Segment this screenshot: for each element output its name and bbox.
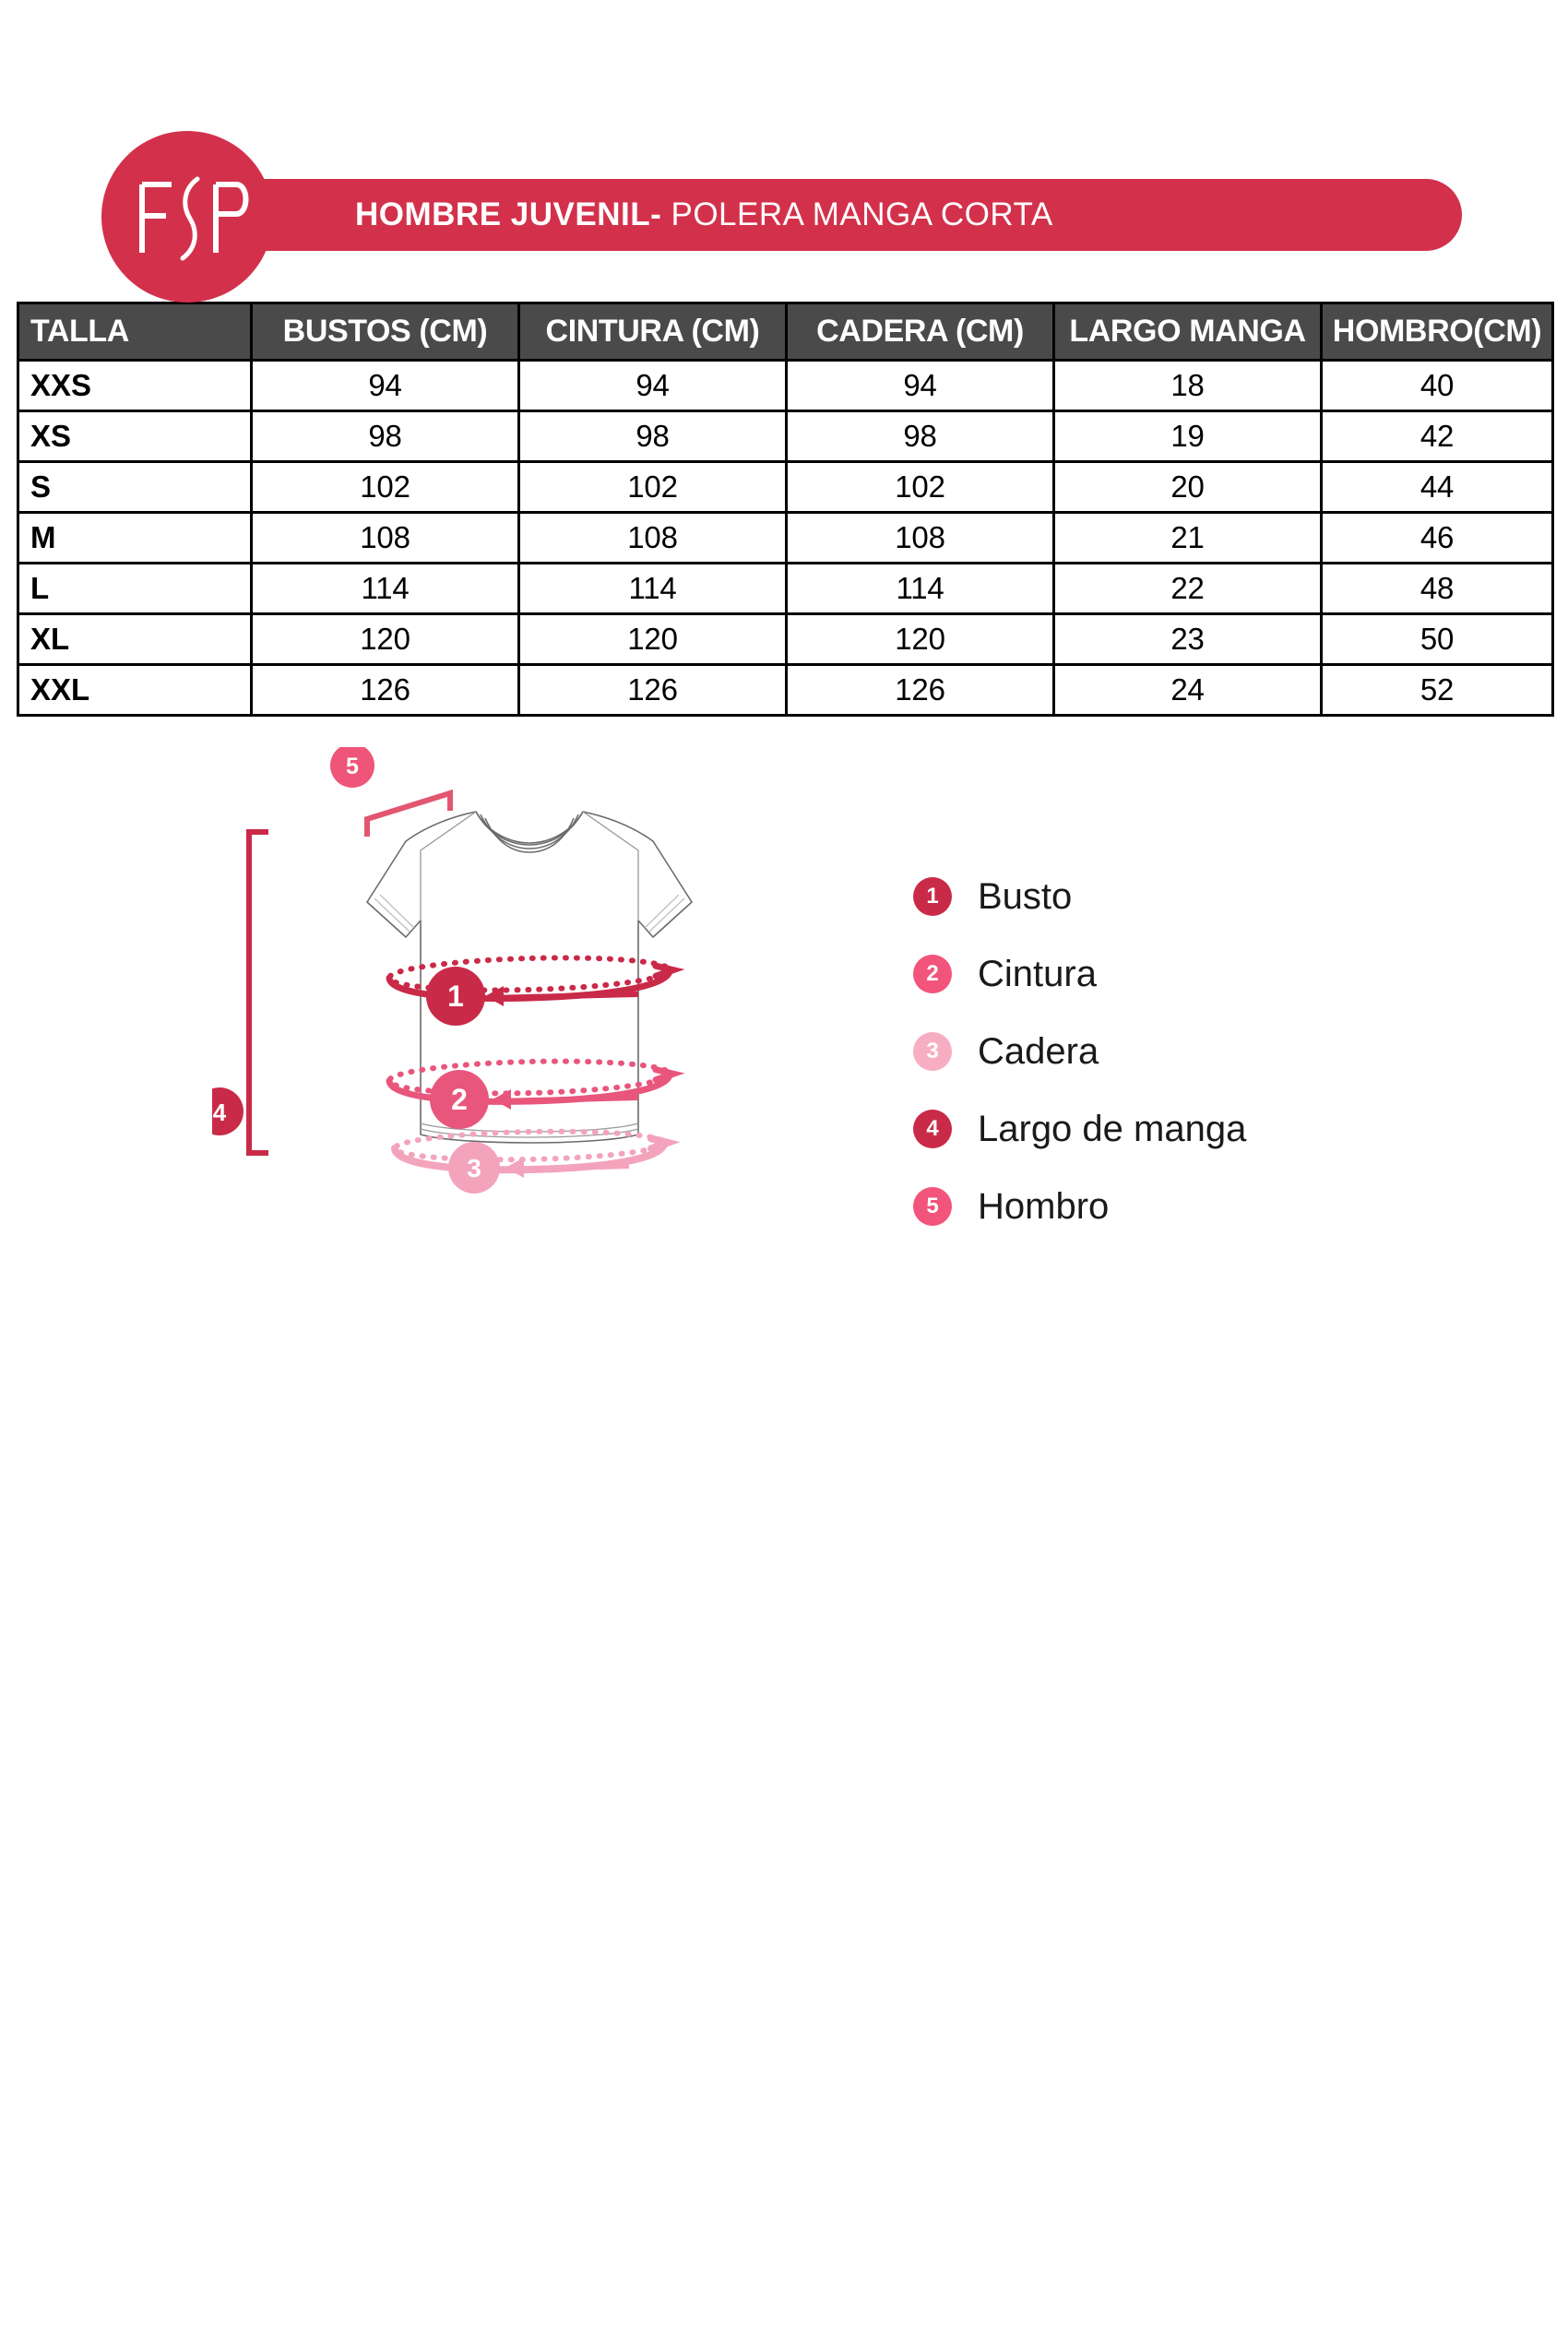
marker-1-label: 1	[447, 980, 464, 1013]
cell-bustos: 102	[250, 460, 520, 514]
legend-item-cintura: 2 Cintura	[913, 935, 1467, 1013]
cell-manga: 22	[1052, 562, 1323, 615]
table-header-row: TALLA BUSTOS (CM) CINTURA (CM) CADERA (C…	[17, 302, 1554, 362]
cell-cadera: 98	[785, 410, 1055, 463]
cell-bustos: 114	[250, 562, 520, 615]
column-header-cintura: CINTURA (CM)	[517, 302, 788, 362]
cell-talla: XL	[17, 612, 253, 666]
cell-talla: M	[17, 511, 253, 564]
cell-bustos: 98	[250, 410, 520, 463]
legend-badge-1: 1	[913, 877, 952, 916]
cell-talla: L	[17, 562, 253, 615]
legend-item-hombro: 5 Hombro	[913, 1168, 1467, 1245]
table-row: XXL 126 126 126 24 52	[17, 663, 1554, 717]
cell-cadera: 108	[785, 511, 1055, 564]
tshirt-measurement-diagram: 5 4 1 2 3	[212, 747, 802, 1264]
legend-item-cadera: 3 Cadera	[913, 1013, 1467, 1090]
cell-cadera: 102	[785, 460, 1055, 514]
column-header-talla: TALLA	[17, 302, 253, 362]
table-row: XL 120 120 120 23 50	[17, 612, 1554, 666]
cell-hombro: 42	[1320, 410, 1554, 463]
fsp-logo-icon	[139, 176, 249, 261]
cell-hombro: 52	[1320, 663, 1554, 717]
legend-badge-2: 2	[913, 955, 952, 993]
table-row: XS 98 98 98 19 42	[17, 410, 1554, 463]
cell-bustos: 126	[250, 663, 520, 717]
legend-label-3: Cadera	[978, 1030, 1099, 1072]
cell-cadera: 114	[785, 562, 1055, 615]
cell-hombro: 40	[1320, 359, 1554, 412]
cell-cadera: 120	[785, 612, 1055, 666]
marker-3-circle	[448, 1142, 500, 1194]
cell-talla: XS	[17, 410, 253, 463]
column-header-bustos: BUSTOS (CM)	[250, 302, 520, 362]
legend-label-4: Largo de manga	[978, 1108, 1247, 1149]
cell-manga: 24	[1052, 663, 1323, 717]
legend-item-busto: 1 Busto	[913, 858, 1467, 935]
cell-cintura: 120	[517, 612, 788, 666]
cell-manga: 19	[1052, 410, 1323, 463]
size-chart-table: TALLA BUSTOS (CM) CINTURA (CM) CADERA (C…	[17, 302, 1554, 717]
cell-cadera: 126	[785, 663, 1055, 717]
table-row: M 108 108 108 21 46	[17, 511, 1554, 564]
column-header-largo-manga: LARGO MANGA	[1052, 302, 1323, 362]
cell-cadera: 94	[785, 359, 1055, 412]
legend-badge-5: 5	[913, 1187, 952, 1226]
page-title-light: POLERA MANGA CORTA	[661, 196, 1053, 232]
cell-hombro: 44	[1320, 460, 1554, 514]
legend-item-largo-de-manga: 4 Largo de manga	[913, 1090, 1467, 1168]
legend-label-1: Busto	[978, 875, 1073, 917]
cell-talla: XXS	[17, 359, 253, 412]
cell-bustos: 94	[250, 359, 520, 412]
cell-cintura: 102	[517, 460, 788, 514]
cell-talla: XXL	[17, 663, 253, 717]
cell-cintura: 94	[517, 359, 788, 412]
title-banner: HOMBRE JUVENIL- POLERA MANGA CORTA	[212, 179, 1462, 251]
cell-hombro: 50	[1320, 612, 1554, 666]
column-header-cadera: CADERA (CM)	[785, 302, 1055, 362]
marker-1-circle	[426, 967, 485, 1026]
page-title-strong: HOMBRE JUVENIL-	[355, 196, 662, 232]
table-row: XXS 94 94 94 18 40	[17, 359, 1554, 412]
cell-cintura: 108	[517, 511, 788, 564]
cell-cintura: 114	[517, 562, 788, 615]
table-row: S 102 102 102 20 44	[17, 460, 1554, 514]
marker-3-label: 3	[467, 1154, 481, 1182]
marker-2-label: 2	[451, 1083, 468, 1116]
cell-bustos: 120	[250, 612, 520, 666]
column-header-hombro: HOMBRO(CM)	[1320, 302, 1554, 362]
marker-4-label: 4	[213, 1099, 227, 1126]
cell-cintura: 126	[517, 663, 788, 717]
marker-5-label: 5	[346, 754, 359, 779]
cell-manga: 20	[1052, 460, 1323, 514]
cell-talla: S	[17, 460, 253, 514]
cell-bustos: 108	[250, 511, 520, 564]
marker-2-circle	[430, 1070, 489, 1129]
cell-manga: 18	[1052, 359, 1323, 412]
measurement-legend: 1 Busto 2 Cintura 3 Cadera 4 Largo de ma…	[913, 858, 1467, 1245]
cell-hombro: 46	[1320, 511, 1554, 564]
legend-label-2: Cintura	[978, 953, 1097, 994]
cell-hombro: 48	[1320, 562, 1554, 615]
cell-manga: 23	[1052, 612, 1323, 666]
legend-badge-3: 3	[913, 1032, 952, 1071]
legend-label-5: Hombro	[978, 1185, 1110, 1227]
table-row: L 114 114 114 22 48	[17, 562, 1554, 615]
cell-manga: 21	[1052, 511, 1323, 564]
page-header: HOMBRE JUVENIL- POLERA MANGA CORTA	[0, 66, 1568, 303]
legend-badge-4: 4	[913, 1110, 952, 1148]
marker-5-circle	[330, 747, 374, 788]
page-title: HOMBRE JUVENIL- POLERA MANGA CORTA	[355, 196, 1053, 233]
cell-cintura: 98	[517, 410, 788, 463]
